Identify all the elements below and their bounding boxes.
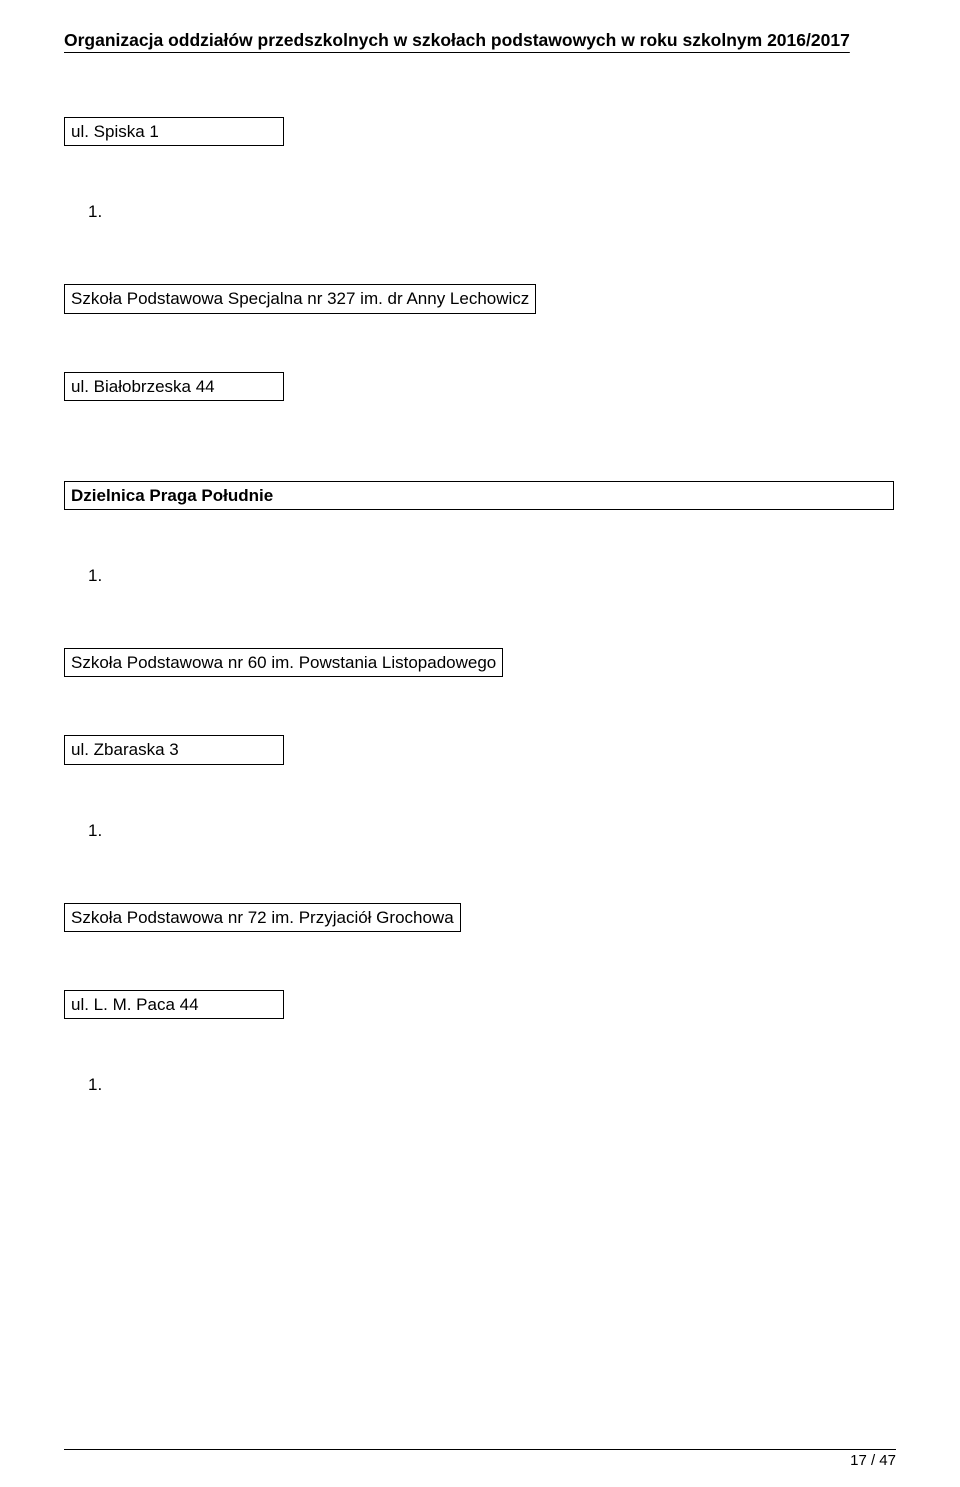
list-number: 1. [88,1075,896,1095]
page: Organizacja oddziałów przedszkolnych w s… [0,0,960,1487]
district-heading-box: Dzielnica Praga Południe [64,481,894,510]
school-name-box: Szkoła Podstawowa nr 60 im. Powstania Li… [64,648,503,677]
list-number: 1. [88,821,896,841]
address-box: ul. Zbaraska 3 [64,735,284,764]
address-box: ul. Spiska 1 [64,117,284,146]
address-box: ul. Białobrzeska 44 [64,372,284,401]
page-footer: 17 / 47 [64,1449,896,1469]
school-name-box: Szkoła Podstawowa nr 72 im. Przyjaciół G… [64,903,461,932]
page-number: 17 / 47 [64,1450,896,1469]
address-box: ul. L. M. Paca 44 [64,990,284,1019]
list-number: 1. [88,202,896,222]
list-number: 1. [88,566,896,586]
school-name-box: Szkoła Podstawowa Specjalna nr 327 im. d… [64,284,536,313]
page-title: Organizacja oddziałów przedszkolnych w s… [64,30,896,55]
